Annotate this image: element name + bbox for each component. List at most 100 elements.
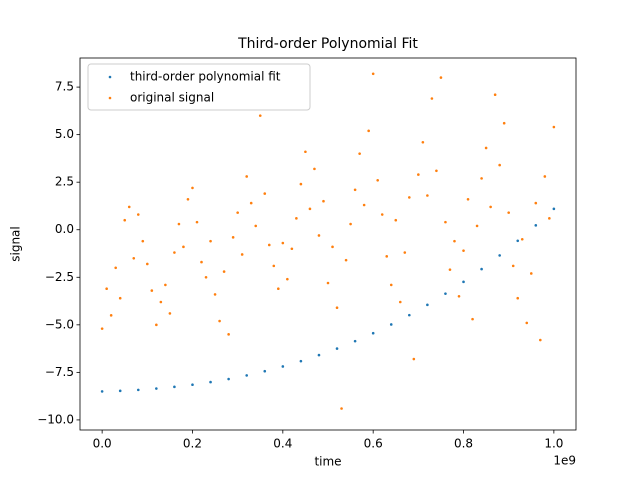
- scatter-point: [186, 198, 190, 201]
- scatter-point: [516, 296, 520, 300]
- scatter-point: [272, 264, 276, 268]
- scatter-point: [335, 347, 339, 350]
- scatter-point: [118, 389, 122, 393]
- scatter-point: [136, 213, 140, 216]
- scatter-point: [376, 178, 379, 182]
- scatter-point: [543, 175, 547, 178]
- scatter-point: [489, 205, 492, 209]
- scatter-point: [394, 218, 398, 222]
- scatter-point: [493, 93, 497, 97]
- scatter-point: [209, 239, 212, 243]
- scatter-point: [222, 270, 226, 273]
- scatter-point: [344, 258, 348, 262]
- scatter-point: [136, 388, 140, 392]
- scatter-point: [164, 283, 167, 287]
- scatter-point: [191, 383, 194, 387]
- scatter-point: [245, 175, 248, 178]
- scatter-point: [439, 76, 443, 79]
- scatter-point: [127, 205, 131, 209]
- scatter-point: [444, 292, 447, 295]
- legend-marker: [108, 96, 112, 100]
- scatter-point: [552, 207, 556, 211]
- scatter-point: [353, 188, 357, 192]
- y-tick-label: 2.5: [55, 175, 74, 189]
- scatter-point: [498, 163, 501, 167]
- scatter-point: [435, 169, 438, 173]
- scatter-point: [182, 245, 185, 249]
- scatter-point: [389, 323, 393, 326]
- scatter-point: [417, 173, 420, 176]
- scatter-point: [471, 317, 474, 321]
- scatter-point: [430, 97, 434, 100]
- scatter-point: [100, 327, 104, 330]
- x-tick-label: 0.8: [454, 437, 473, 451]
- scatter-point: [426, 303, 429, 307]
- x-offset-label: 1e9: [553, 454, 576, 468]
- scatter-point: [511, 264, 515, 268]
- scatter-point: [353, 339, 357, 343]
- scatter-point: [317, 353, 321, 357]
- scatter-point: [227, 333, 230, 336]
- legend-label: original signal: [130, 91, 214, 105]
- scatter-point: [304, 150, 307, 154]
- scatter-point: [453, 239, 456, 243]
- scatter-point: [281, 365, 285, 368]
- scatter-point: [462, 280, 465, 284]
- y-tick-label: 5.0: [55, 127, 74, 141]
- x-tick-label: 0.2: [183, 437, 202, 451]
- x-tick-label: 0.0: [93, 437, 112, 451]
- scatter-point: [245, 374, 248, 377]
- scatter-point: [281, 241, 285, 245]
- scatter-point: [548, 217, 551, 220]
- scatter-point: [299, 182, 303, 186]
- scatter-point: [502, 121, 506, 125]
- scatter-point: [299, 359, 303, 363]
- scatter-point: [322, 199, 325, 203]
- scatter-point: [362, 203, 366, 207]
- scatter-point: [132, 256, 136, 260]
- scatter-point: [534, 224, 538, 227]
- scatter-point: [249, 201, 253, 205]
- scatter-point: [331, 245, 334, 249]
- chart-title: Third-order Polynomial Fit: [237, 36, 418, 52]
- scatter-point: [105, 287, 108, 290]
- scatter-point: [159, 300, 163, 304]
- y-tick-label: 0.0: [55, 222, 74, 236]
- scatter-point: [349, 222, 352, 226]
- scatter-point: [209, 380, 212, 384]
- scatter-point: [173, 251, 176, 254]
- x-tick-label: 0.6: [364, 437, 383, 451]
- scatter-point: [371, 331, 375, 335]
- scatter-point: [335, 306, 339, 310]
- scatter-point: [286, 277, 289, 281]
- scatter-point: [358, 152, 361, 155]
- scatter-point: [408, 313, 411, 317]
- y-axis-label: signal: [9, 226, 23, 262]
- scatter-point: [385, 255, 389, 258]
- scatter-point: [475, 224, 479, 228]
- legend-marker: [108, 75, 112, 79]
- scatter-point: [213, 293, 217, 296]
- x-axis-label: time: [314, 455, 341, 469]
- scatter-point: [114, 266, 117, 270]
- scatter-point: [444, 220, 447, 224]
- scatter-point: [426, 194, 429, 197]
- scatter-point: [308, 207, 312, 211]
- scatter-point: [480, 267, 483, 271]
- scatter-point: [141, 239, 145, 243]
- x-tick-label: 0.4: [273, 437, 292, 451]
- scatter-point: [421, 140, 425, 144]
- plot-frame: [79, 57, 577, 431]
- scatter-point: [146, 262, 149, 266]
- scatter-point: [254, 224, 258, 228]
- scatter-point: [123, 218, 127, 222]
- scatter-point: [412, 357, 416, 361]
- y-tick-label: −2.5: [45, 270, 74, 284]
- scatter-point: [326, 281, 330, 285]
- scatter-point: [507, 211, 510, 214]
- scatter-point: [204, 275, 208, 279]
- scatter-point: [498, 254, 501, 257]
- scatter-point: [240, 253, 244, 256]
- scatter-point: [195, 220, 199, 224]
